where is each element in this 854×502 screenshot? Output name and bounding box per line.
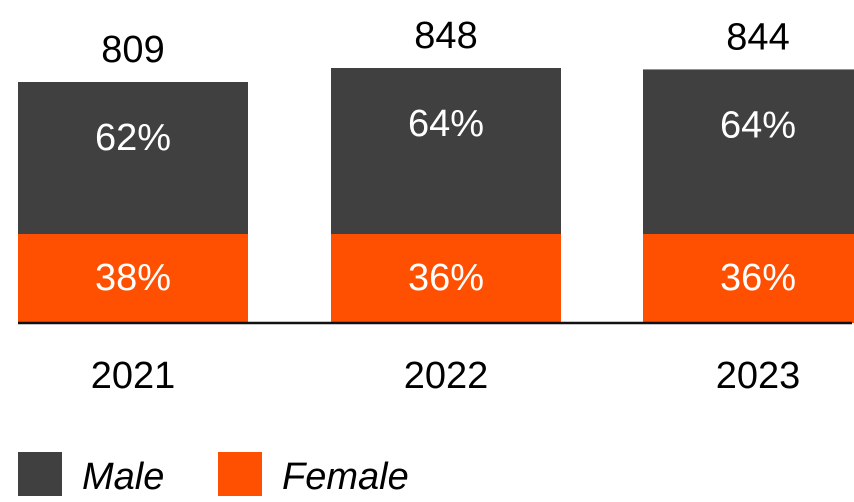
bar-male-2021 (18, 82, 248, 234)
legend-label-female: Female (282, 456, 409, 498)
x-tick-label: 2023 (716, 355, 801, 397)
male-percent-label: 62% (95, 117, 171, 159)
bar-male-2022 (331, 68, 561, 234)
bar-female-2023 (643, 234, 854, 323)
bars-group (18, 68, 854, 323)
total-label: 844 (726, 16, 789, 58)
total-label: 848 (414, 15, 477, 57)
bar-male-2023 (643, 69, 854, 234)
legend: Male Female (18, 452, 409, 498)
legend-label-male: Male (82, 456, 164, 498)
female-percent-label: 38% (95, 257, 171, 299)
female-percent-label: 36% (720, 257, 796, 299)
x-tick-label: 2021 (91, 355, 176, 397)
male-percent-label: 64% (408, 103, 484, 145)
labels-group: 62% 38% 809 2021 64% 36% 848 2022 64% 36% 844 2023 (91, 15, 801, 397)
total-label: 809 (101, 29, 164, 71)
legend-swatch-female (218, 452, 262, 496)
bar-female-2021 (18, 234, 248, 323)
legend-swatch-male (18, 452, 62, 496)
male-percent-label: 64% (720, 104, 796, 146)
x-tick-label: 2022 (404, 355, 489, 397)
female-percent-label: 36% (408, 257, 484, 299)
bar-female-2022 (331, 234, 561, 323)
